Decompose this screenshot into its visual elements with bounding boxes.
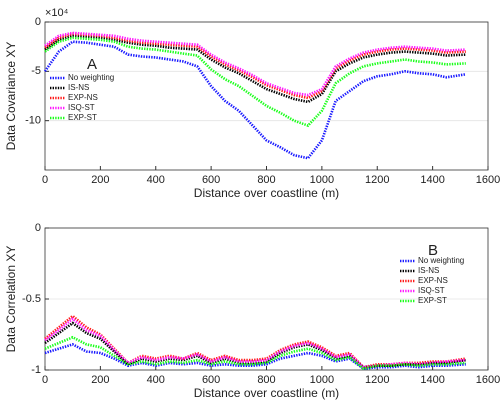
x-tick-label: 1400 — [420, 174, 444, 186]
x-tick-label: 400 — [147, 374, 165, 386]
y-tick-label: -0.5 — [22, 293, 41, 305]
x-tick-label: 0 — [42, 174, 48, 186]
x-tick-label: 1400 — [420, 374, 444, 386]
legend-label: ISQ-ST — [68, 103, 95, 112]
y-tick-label: -5 — [31, 65, 41, 77]
plot-frame — [44, 227, 489, 371]
legend-label: IS-NS — [418, 266, 439, 275]
annotation: B — [428, 242, 438, 259]
series-line — [44, 317, 466, 369]
y-tick-label: 0 — [35, 222, 41, 234]
x-tick-label: 600 — [202, 374, 220, 386]
y-tick-label: -1 — [31, 364, 41, 376]
x-tick-label: 1000 — [310, 174, 334, 186]
legend-label: ISQ-ST — [418, 286, 445, 295]
x-tick-label: 800 — [257, 374, 275, 386]
annotation: A — [87, 56, 97, 73]
x-tick-label: 1200 — [365, 174, 389, 186]
y-tick-label: -10 — [25, 115, 41, 127]
x-tick-label: 400 — [147, 174, 165, 186]
y-axis-label: Data Correlation XY — [4, 246, 18, 353]
x-axis-label: Distance over coastline (m) — [194, 186, 339, 200]
series-line — [44, 31, 466, 97]
x-tick-label: 200 — [91, 374, 109, 386]
x-tick-label: 1200 — [365, 374, 389, 386]
series-line — [44, 36, 466, 128]
x-tick-label: 1600 — [476, 374, 500, 386]
x-tick-label: 1000 — [310, 374, 334, 386]
legend-label: EXP-ST — [68, 113, 97, 122]
x-axis-label: Distance over coastline (m) — [194, 386, 339, 400]
y-exponent: ×10⁴ — [45, 7, 69, 19]
y-axis-label: Data Covariance XY — [4, 42, 18, 151]
x-tick-label: 800 — [257, 174, 275, 186]
x-tick-label: 1600 — [476, 174, 500, 186]
legend-label: EXP-NS — [418, 276, 448, 285]
series-line — [44, 343, 466, 370]
legend-label: No weighting — [68, 73, 114, 82]
x-tick-label: 0 — [42, 374, 48, 386]
x-tick-label: 600 — [202, 174, 220, 186]
legend-label: EXP-ST — [418, 296, 447, 305]
series-line — [44, 335, 466, 371]
legend-label: EXP-NS — [68, 93, 98, 102]
plot-frame — [44, 21, 489, 171]
series-line — [44, 32, 466, 100]
y-tick-label: 0 — [35, 16, 41, 28]
series-line — [44, 314, 466, 369]
series-line — [44, 34, 466, 104]
x-tick-label: 200 — [91, 174, 109, 186]
legend-label: No weighting — [418, 256, 464, 265]
legend-label: IS-NS — [68, 83, 89, 92]
